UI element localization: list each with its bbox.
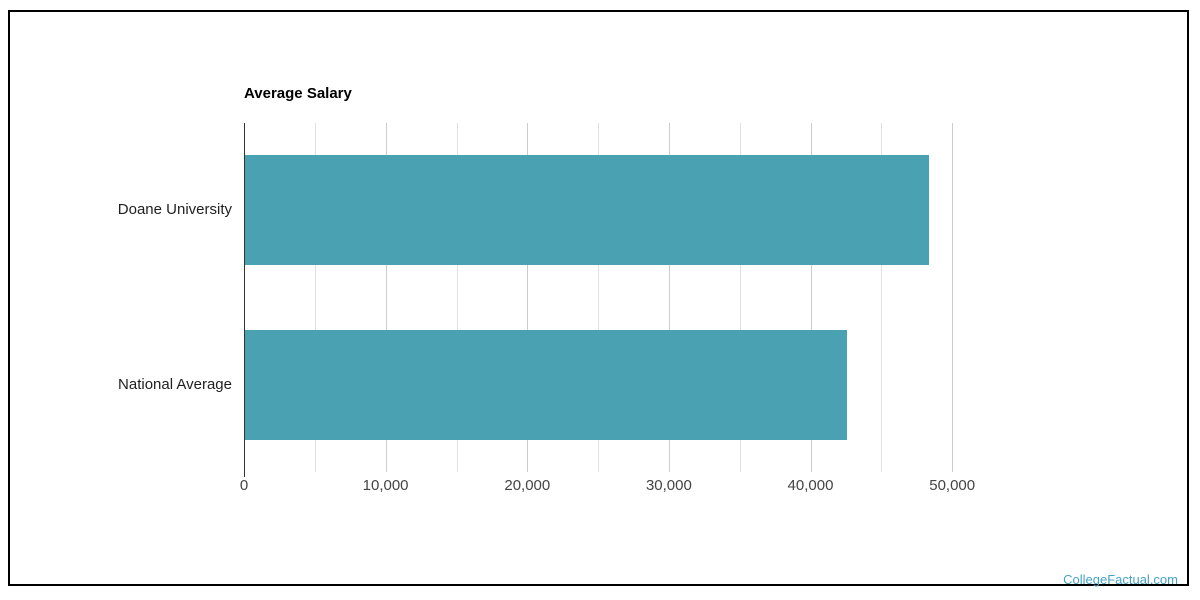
x-tick-label: 10,000 [362, 477, 409, 494]
minor-gridline [598, 123, 600, 472]
x-tick-label: 50,000 [929, 477, 976, 494]
major-gridline [527, 123, 529, 472]
x-tick-label: 40,000 [787, 477, 834, 494]
minor-gridline [739, 123, 741, 472]
x-tick-label: 0 [239, 477, 249, 494]
major-gridline [668, 123, 670, 472]
major-gridline [385, 123, 387, 472]
x-axis-labels: 0 10,000 20,000 30,000 40,000 50,000 [240, 477, 1023, 499]
chart-title: Average Salary [244, 85, 352, 102]
major-gridline [952, 123, 954, 472]
y-axis-baseline [244, 123, 245, 477]
x-tick-label: 30,000 [645, 477, 692, 494]
minor-gridline [314, 123, 316, 472]
x-tick-label: 20,000 [504, 477, 551, 494]
bar[interactable] [245, 155, 930, 266]
major-gridline [810, 123, 812, 472]
category-label: Doane University [117, 201, 232, 219]
category-labels: Doane University National Average [0, 123, 232, 472]
minor-gridline [456, 123, 458, 472]
bar[interactable] [245, 329, 847, 440]
watermark-link[interactable]: CollegeFactual.com [1063, 572, 1178, 587]
plot-area [244, 123, 1023, 477]
minor-gridline [881, 123, 883, 472]
category-label: National Average [118, 375, 232, 393]
